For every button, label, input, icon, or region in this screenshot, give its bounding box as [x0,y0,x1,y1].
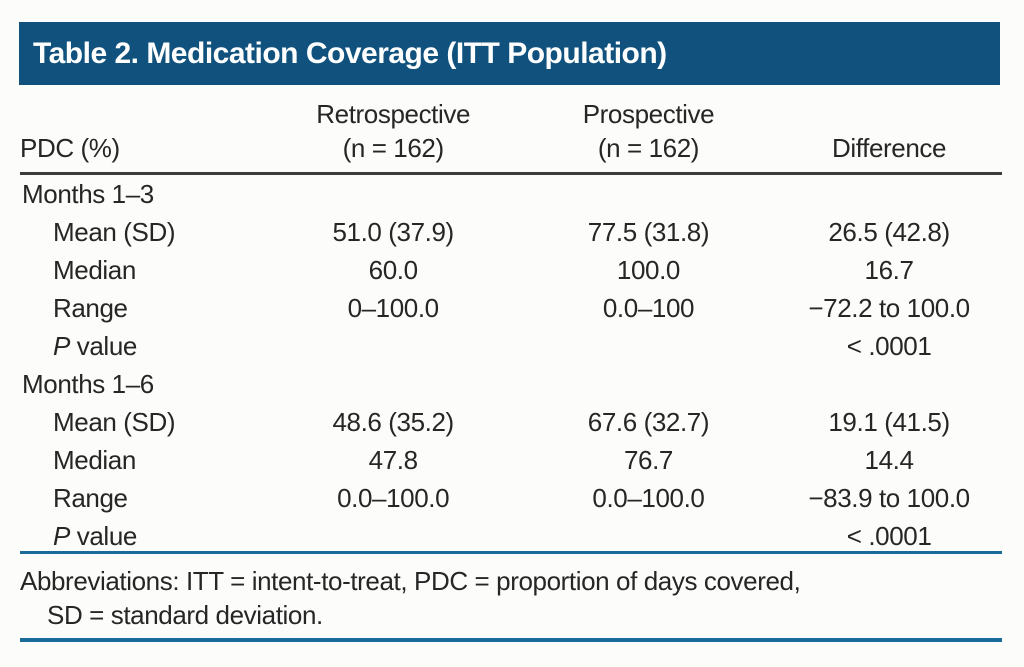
header-row: PDC (%) Retrospective (n = 162) Prospect… [20,85,1002,175]
column-header-line2: Difference [832,133,947,163]
column-header-prospective: Prospective (n = 162) [520,85,777,175]
row-label-cell: P value [20,517,266,555]
cell-value [521,365,776,403]
table-row: Months 1–6 [20,365,1002,403]
bottom-rule-divider [20,638,1002,642]
row-label-cell: Range [20,479,266,517]
table-row: Range 0–100.0 0.0–100 −72.2 to 100.0 [20,289,1002,327]
row-label: Range [53,482,128,513]
table-title: Table 2. Medication Coverage (ITT Popula… [33,36,667,70]
cell-value [521,327,776,365]
cell-value: 0.0–100.0 [592,482,705,513]
cell-value [266,517,521,555]
table-container: PDC (%) Retrospective (n = 162) Prospect… [20,85,1002,555]
cell-value [266,174,521,214]
cell-value: 67.6 (32.7) [587,406,710,437]
row-label-cell: P value [20,327,266,365]
cell-value: 77.5 (31.8) [587,216,710,247]
abbreviations-footnote: Abbreviations: ITT = intent-to-treat, PD… [20,551,1002,632]
cell-value: 19.1 (41.5) [828,406,950,437]
cell-value: < .0001 [846,520,932,551]
cell-value: −72.2 to 100.0 [808,292,970,323]
table-row: P value < .0001 [20,517,1002,555]
cell-value: 47.8 [368,444,418,475]
cell-value: 0.0–100.0 [337,482,450,513]
row-label: Mean (SD) [53,216,176,247]
table-row: Median 60.0 100.0 16.7 [20,251,1002,289]
row-label-cell: Mean (SD) [20,403,266,441]
footnote-line1: Abbreviations: ITT = intent-to-treat, PD… [20,566,801,596]
column-header-pdc: PDC (%) [20,85,266,175]
column-header-line2: (n = 162) [597,133,700,163]
column-header-line2: PDC (%) [20,133,120,163]
cell-value [266,327,521,365]
row-label-cell: Median [20,441,266,479]
cell-value [521,174,776,214]
cell-value [521,517,776,555]
cell-value: 76.7 [623,444,673,475]
row-label: Months 1–6 [22,368,154,399]
table-row: Mean (SD) 51.0 (37.9) 77.5 (31.8) 26.5 (42.… [20,213,1002,251]
table-row: Mean (SD) 48.6 (35.2) 67.6 (32.7) 19.1 (41.… [20,403,1002,441]
column-header-line1: Retrospective [316,99,471,129]
column-header-difference: Difference [776,85,1002,175]
table-body: Months 1–3 Mean (SD) 51.0 (37.9) 77.5 (31.8… [20,174,1002,556]
table-row: Months 1–3 [20,174,1002,214]
table-row: Range 0.0–100.0 0.0–100.0 −83.9 to 100.0 [20,479,1002,517]
row-label: P value [53,330,137,361]
column-header-line2: (n = 162) [342,133,445,163]
cell-value: 60.0 [368,254,418,285]
column-header-line1 [20,97,266,131]
column-header-retrospective: Retrospective (n = 162) [265,85,521,175]
row-label-cell: Months 1–3 [20,174,266,214]
row-label: Range [53,292,128,323]
column-header-line1 [776,97,1002,131]
row-label-cell: Range [20,289,266,327]
table-header: PDC (%) Retrospective (n = 162) Prospect… [20,85,1002,175]
cell-value: < .0001 [846,330,932,361]
table-row: Median 47.8 76.7 14.4 [20,441,1002,479]
cell-value: 100.0 [616,254,680,285]
row-label-cell: Mean (SD) [20,213,266,251]
cell-value [776,365,1002,403]
cell-value: 51.0 (37.9) [332,216,454,247]
cell-value: 0.0–100 [602,292,695,323]
cell-value: 16.7 [864,254,914,285]
table-row: P value < .0001 [20,327,1002,365]
row-label: Median [53,444,136,475]
row-label-cell: Months 1–6 [20,365,266,403]
column-header-line1: Prospective [582,99,715,129]
row-label-cell: Median [20,251,266,289]
cell-value: 48.6 (35.2) [332,406,454,437]
table-title-banner: Table 2. Medication Coverage (ITT Popula… [19,22,1000,85]
medication-coverage-table: PDC (%) Retrospective (n = 162) Prospect… [20,85,1002,555]
row-label: Months 1–3 [22,178,154,209]
cell-value [266,365,521,403]
cell-value: 26.5 (42.8) [828,216,950,247]
footnote-line2: SD = standard deviation. [47,600,323,630]
cell-value: 14.4 [864,444,914,475]
row-label: Mean (SD) [53,406,176,437]
row-label: Median [53,254,136,285]
row-label: P value [53,520,137,551]
cell-value: 0–100.0 [347,292,440,323]
cell-value [776,174,1002,214]
cell-value: −83.9 to 100.0 [808,482,970,513]
